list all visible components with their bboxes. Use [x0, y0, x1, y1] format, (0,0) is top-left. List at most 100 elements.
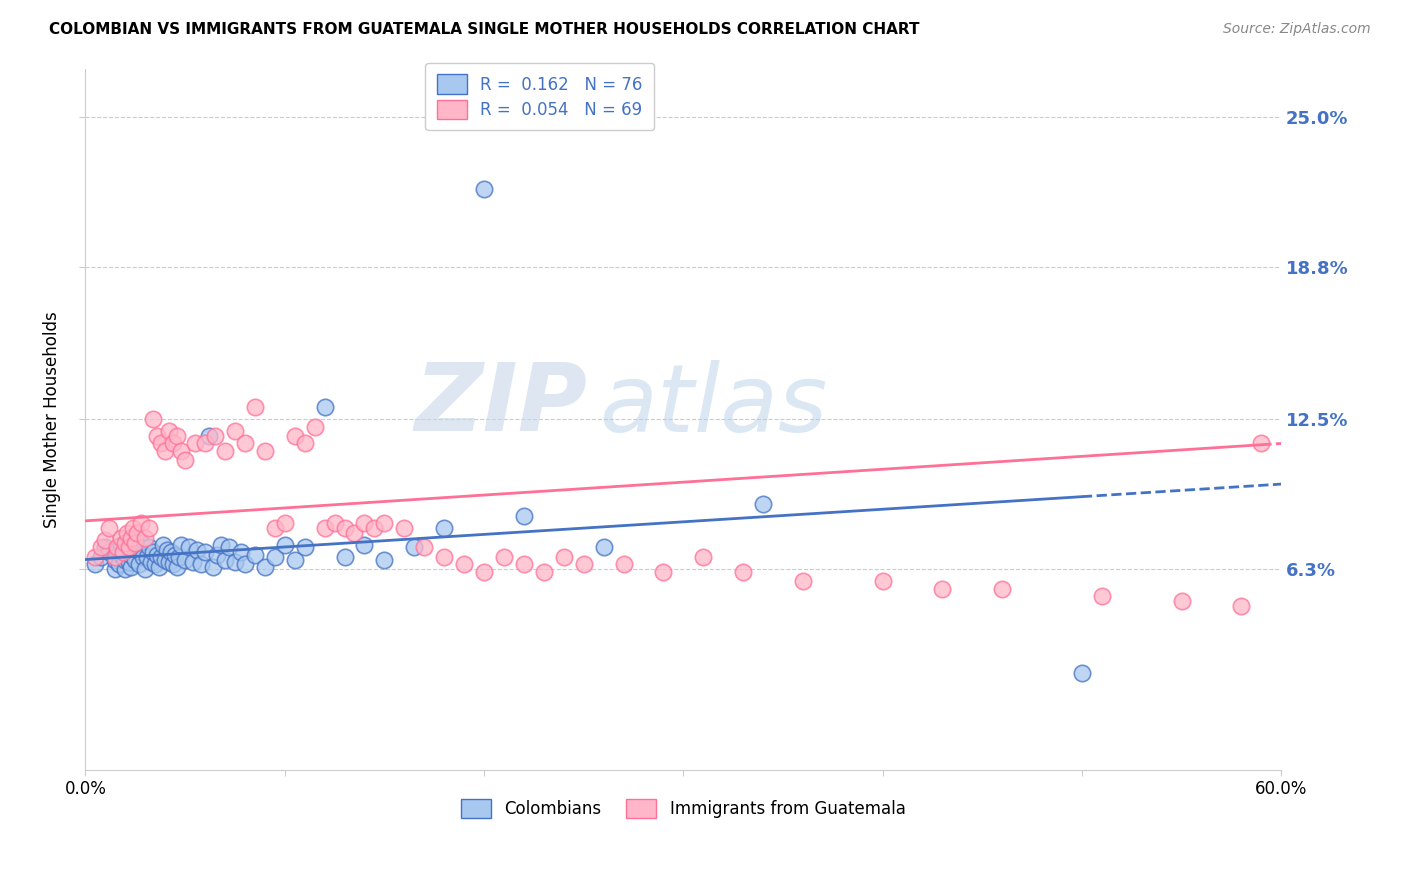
Point	[274, 516, 297, 531]
Point	[122, 538, 145, 552]
Point	[127, 542, 149, 557]
Point	[146, 548, 169, 562]
Point	[433, 550, 456, 565]
Point	[117, 525, 139, 540]
Point	[90, 541, 112, 555]
Point	[152, 538, 174, 552]
Point	[110, 531, 132, 545]
Point	[94, 533, 117, 548]
Point	[294, 541, 316, 555]
Point	[110, 538, 132, 552]
Point	[112, 550, 135, 565]
Point	[90, 550, 112, 565]
Point	[117, 541, 139, 555]
Point	[304, 419, 326, 434]
Text: Source: ZipAtlas.com: Source: ZipAtlas.com	[1223, 22, 1371, 37]
Point	[218, 541, 240, 555]
Point	[104, 552, 127, 566]
Point	[284, 429, 307, 443]
Point	[1250, 436, 1272, 450]
Point	[98, 545, 121, 559]
Point	[190, 558, 212, 572]
Point	[84, 558, 107, 572]
Point	[105, 541, 128, 555]
Point	[118, 541, 141, 555]
Point	[153, 552, 176, 566]
Point	[141, 555, 163, 569]
Point	[104, 562, 127, 576]
Point	[243, 400, 266, 414]
Point	[453, 558, 475, 572]
Point	[333, 521, 356, 535]
Point	[166, 429, 188, 443]
Point	[138, 541, 160, 555]
Point	[157, 425, 180, 439]
Point	[108, 558, 131, 572]
Point	[294, 436, 316, 450]
Point	[136, 550, 159, 565]
Point	[120, 548, 142, 562]
Point	[394, 521, 416, 535]
Point	[572, 558, 595, 572]
Point	[120, 531, 142, 545]
Point	[1091, 589, 1114, 603]
Point	[184, 436, 207, 450]
Point	[373, 516, 395, 531]
Point	[214, 443, 236, 458]
Point	[94, 541, 117, 555]
Point	[134, 562, 156, 576]
Point	[513, 508, 536, 523]
Point	[170, 538, 193, 552]
Point	[274, 538, 297, 552]
Point	[118, 555, 141, 569]
Point	[129, 545, 152, 559]
Point	[533, 565, 555, 579]
Point	[105, 542, 128, 557]
Point	[114, 535, 136, 549]
Point	[174, 552, 197, 566]
Point	[127, 525, 149, 540]
Point	[128, 558, 150, 572]
Point	[314, 521, 336, 535]
Point	[194, 436, 217, 450]
Point	[243, 548, 266, 562]
Point	[186, 542, 208, 557]
Point	[167, 550, 190, 565]
Point	[205, 548, 228, 562]
Point	[214, 552, 236, 566]
Point	[472, 565, 495, 579]
Point	[110, 548, 132, 562]
Text: ZIP: ZIP	[415, 359, 588, 451]
Point	[142, 412, 165, 426]
Point	[872, 574, 894, 589]
Point	[323, 516, 346, 531]
Point	[166, 559, 188, 574]
Point	[181, 555, 204, 569]
Point	[143, 558, 166, 572]
Point	[156, 542, 179, 557]
Point	[224, 555, 246, 569]
Point	[413, 541, 436, 555]
Point	[991, 582, 1014, 596]
Point	[612, 558, 634, 572]
Point	[150, 550, 173, 565]
Point	[263, 521, 285, 535]
Point	[120, 559, 142, 574]
Point	[122, 521, 145, 535]
Point	[733, 565, 755, 579]
Point	[170, 443, 193, 458]
Legend: Colombians, Immigrants from Guatemala: Colombians, Immigrants from Guatemala	[454, 792, 912, 825]
Point	[134, 531, 156, 545]
Point	[363, 521, 385, 535]
Point	[284, 552, 307, 566]
Point	[112, 545, 135, 559]
Point	[162, 558, 184, 572]
Point	[118, 545, 141, 559]
Point	[652, 565, 675, 579]
Point	[162, 436, 184, 450]
Point	[153, 443, 176, 458]
Point	[157, 555, 180, 569]
Point	[343, 525, 366, 540]
Point	[114, 552, 136, 566]
Point	[314, 400, 336, 414]
